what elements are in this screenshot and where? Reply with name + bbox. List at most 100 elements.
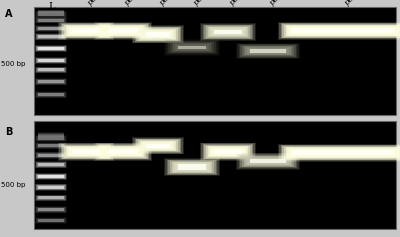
Bar	[164, 39, 220, 56]
Bar	[38, 68, 64, 71]
Bar	[104, 26, 143, 36]
Bar	[36, 79, 66, 85]
Bar	[292, 28, 394, 33]
Bar	[38, 47, 64, 50]
Bar	[178, 46, 206, 49]
Bar	[38, 19, 64, 22]
Bar	[38, 11, 64, 12]
Bar	[72, 149, 100, 154]
Bar	[132, 137, 184, 154]
Bar	[237, 44, 299, 58]
Bar	[206, 26, 250, 38]
Bar	[203, 25, 253, 39]
Bar	[201, 24, 255, 40]
Bar	[284, 147, 400, 159]
Bar	[67, 26, 105, 36]
Bar	[35, 25, 67, 32]
Bar	[37, 144, 65, 148]
Bar	[38, 137, 64, 138]
Bar	[58, 22, 114, 40]
Bar	[36, 92, 66, 98]
Bar	[38, 13, 64, 14]
Bar	[287, 148, 399, 158]
Bar	[201, 143, 255, 160]
Bar	[38, 137, 64, 138]
Bar	[248, 49, 288, 53]
Bar	[94, 143, 152, 161]
Bar	[38, 135, 64, 136]
Bar	[38, 136, 64, 137]
Bar	[98, 23, 149, 38]
Bar	[38, 80, 64, 83]
Bar	[278, 144, 400, 162]
Bar	[236, 153, 300, 170]
Text: pceC: pceC	[228, 0, 249, 7]
Bar	[38, 13, 64, 14]
Bar	[37, 68, 65, 72]
Bar	[38, 137, 64, 138]
Bar	[38, 59, 64, 62]
Bar	[245, 47, 291, 55]
Bar	[59, 143, 113, 160]
Bar	[279, 23, 400, 39]
Bar	[109, 28, 138, 33]
Bar	[38, 93, 64, 96]
Bar	[212, 148, 244, 155]
Bar	[38, 35, 64, 38]
Bar	[38, 80, 64, 83]
Bar	[61, 144, 111, 159]
Bar	[35, 91, 67, 98]
Bar	[38, 12, 64, 13]
Bar	[38, 11, 64, 12]
Bar	[38, 19, 64, 22]
Bar	[106, 148, 141, 156]
Text: 500 bp: 500 bp	[1, 61, 25, 67]
Text: 500 bp: 500 bp	[1, 182, 25, 188]
Bar	[136, 27, 180, 41]
Bar	[38, 132, 64, 133]
Bar	[37, 196, 65, 200]
Bar	[38, 13, 64, 14]
Bar	[284, 25, 400, 37]
Bar	[36, 218, 66, 223]
Bar	[36, 58, 66, 63]
Bar	[208, 27, 248, 37]
Bar	[109, 149, 138, 154]
Bar	[35, 17, 67, 23]
Bar	[38, 134, 64, 135]
Bar	[59, 23, 113, 39]
Bar	[36, 26, 66, 31]
Text: pceCT: pceCT	[268, 0, 293, 7]
Bar	[37, 59, 65, 62]
Bar	[279, 145, 400, 161]
Bar	[37, 80, 65, 84]
Bar	[281, 145, 400, 160]
Bar	[35, 152, 67, 159]
Bar	[38, 11, 64, 12]
Bar	[37, 185, 65, 189]
Bar	[204, 145, 252, 159]
Bar	[214, 30, 242, 34]
Bar	[135, 139, 181, 153]
Bar	[36, 34, 66, 40]
Bar	[58, 143, 114, 161]
Bar	[250, 159, 286, 163]
Bar	[35, 184, 67, 191]
Bar	[36, 207, 66, 212]
Bar	[286, 147, 400, 158]
Bar	[38, 133, 64, 134]
Bar	[242, 156, 294, 167]
Bar	[38, 137, 64, 140]
Bar	[38, 137, 64, 138]
Bar	[247, 158, 289, 165]
Bar	[239, 154, 297, 168]
Bar	[38, 132, 64, 133]
Bar	[36, 18, 66, 23]
Bar	[146, 144, 170, 148]
Bar	[62, 145, 110, 159]
Bar	[175, 163, 209, 171]
Bar	[72, 28, 100, 33]
Bar	[176, 45, 208, 50]
Bar	[240, 155, 296, 167]
Bar	[175, 44, 209, 51]
